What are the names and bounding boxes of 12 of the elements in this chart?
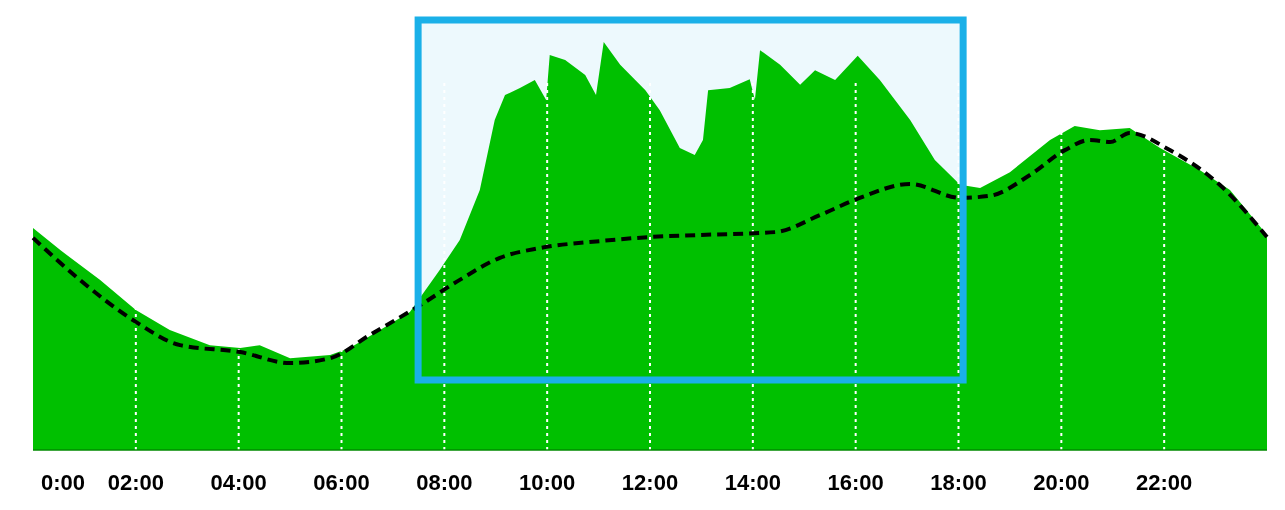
x-tick-label: 16:00 — [827, 470, 884, 495]
x-tick-label: 12:00 — [621, 470, 679, 495]
x-tick-label: 0:00 — [40, 470, 86, 495]
x-tick-label: 04:00 — [210, 470, 267, 495]
x-tick-label: 18:00 — [930, 470, 987, 495]
x-tick-label: 06:00 — [313, 470, 370, 495]
x-tick-label: 14:00 — [724, 470, 781, 495]
x-tick-label: 08:00 — [416, 470, 473, 495]
x-tick-label: 22:00 — [1136, 470, 1193, 495]
x-tick-label: 20:00 — [1033, 470, 1090, 495]
x-tick-label: 10:00 — [519, 470, 576, 495]
x-tick-label: 02:00 — [107, 470, 164, 495]
